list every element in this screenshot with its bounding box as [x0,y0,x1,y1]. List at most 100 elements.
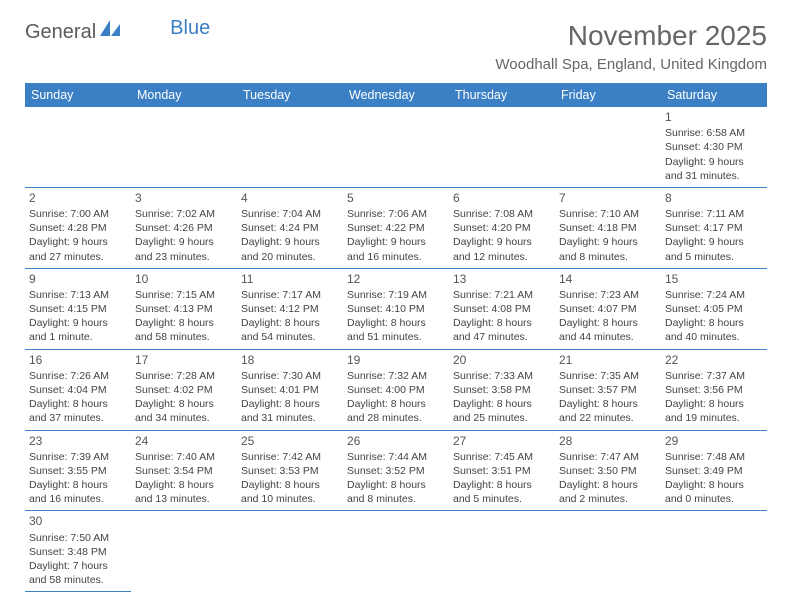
sunrise-text: Sunrise: 7:37 AM [665,369,763,383]
sunrise-text: Sunrise: 7:39 AM [29,450,127,464]
sunrise-text: Sunrise: 7:26 AM [29,369,127,383]
dl-text: Daylight: 9 hours and 16 minutes. [347,235,445,263]
calendar-cell [661,511,767,592]
sunrise-text: Sunrise: 7:47 AM [559,450,657,464]
sunset-text: Sunset: 3:55 PM [29,464,127,478]
dl-text: Daylight: 9 hours and 5 minutes. [665,235,763,263]
day-number: 27 [453,433,551,449]
calendar-cell: 24Sunrise: 7:40 AMSunset: 3:54 PMDayligh… [131,430,237,511]
sunrise-text: Sunrise: 7:23 AM [559,288,657,302]
calendar-cell: 1Sunrise: 6:58 AMSunset: 4:30 PMDaylight… [661,107,767,187]
sunset-text: Sunset: 4:20 PM [453,221,551,235]
calendar-cell [237,107,343,187]
dl-text: Daylight: 8 hours and 25 minutes. [453,397,551,425]
dl-text: Daylight: 8 hours and 22 minutes. [559,397,657,425]
calendar-cell: 19Sunrise: 7:32 AMSunset: 4:00 PMDayligh… [343,349,449,430]
sunset-text: Sunset: 4:17 PM [665,221,763,235]
dl-text: Daylight: 8 hours and 37 minutes. [29,397,127,425]
sunrise-text: Sunrise: 7:15 AM [135,288,233,302]
calendar-cell: 13Sunrise: 7:21 AMSunset: 4:08 PMDayligh… [449,268,555,349]
day-number: 11 [241,271,339,287]
dl-text: Daylight: 9 hours and 23 minutes. [135,235,233,263]
calendar-cell: 25Sunrise: 7:42 AMSunset: 3:53 PMDayligh… [237,430,343,511]
dl-text: Daylight: 8 hours and 51 minutes. [347,316,445,344]
calendar-cell: 3Sunrise: 7:02 AMSunset: 4:26 PMDaylight… [131,187,237,268]
day-number: 17 [135,352,233,368]
day-number: 30 [29,513,127,529]
day-number: 18 [241,352,339,368]
sunset-text: Sunset: 3:52 PM [347,464,445,478]
calendar-cell [237,511,343,592]
day-number: 22 [665,352,763,368]
sunset-text: Sunset: 4:15 PM [29,302,127,316]
calendar-cell: 14Sunrise: 7:23 AMSunset: 4:07 PMDayligh… [555,268,661,349]
dl-text: Daylight: 8 hours and 0 minutes. [665,478,763,506]
calendar-cell: 8Sunrise: 7:11 AMSunset: 4:17 PMDaylight… [661,187,767,268]
sunrise-text: Sunrise: 7:10 AM [559,207,657,221]
day-number: 7 [559,190,657,206]
calendar-cell: 4Sunrise: 7:04 AMSunset: 4:24 PMDaylight… [237,187,343,268]
weekday-header: Tuesday [237,83,343,107]
calendar-body: 1Sunrise: 6:58 AMSunset: 4:30 PMDaylight… [25,107,767,592]
sunset-text: Sunset: 4:01 PM [241,383,339,397]
sunset-text: Sunset: 4:26 PM [135,221,233,235]
sunrise-text: Sunrise: 7:33 AM [453,369,551,383]
calendar-cell: 27Sunrise: 7:45 AMSunset: 3:51 PMDayligh… [449,430,555,511]
day-number: 9 [29,271,127,287]
calendar-cell: 5Sunrise: 7:06 AMSunset: 4:22 PMDaylight… [343,187,449,268]
calendar-cell: 7Sunrise: 7:10 AMSunset: 4:18 PMDaylight… [555,187,661,268]
day-number: 12 [347,271,445,287]
dl-text: Daylight: 9 hours and 20 minutes. [241,235,339,263]
calendar-cell: 16Sunrise: 7:26 AMSunset: 4:04 PMDayligh… [25,349,131,430]
sunrise-text: Sunrise: 7:42 AM [241,450,339,464]
day-number: 10 [135,271,233,287]
dl-text: Daylight: 8 hours and 31 minutes. [241,397,339,425]
sunrise-text: Sunrise: 7:28 AM [135,369,233,383]
dl-text: Daylight: 8 hours and 47 minutes. [453,316,551,344]
calendar-cell [343,107,449,187]
sunrise-text: Sunrise: 7:00 AM [29,207,127,221]
sunrise-text: Sunrise: 7:21 AM [453,288,551,302]
sunset-text: Sunset: 4:28 PM [29,221,127,235]
sunset-text: Sunset: 4:08 PM [453,302,551,316]
dl-text: Daylight: 9 hours and 1 minute. [29,316,127,344]
dl-text: Daylight: 8 hours and 13 minutes. [135,478,233,506]
day-number: 3 [135,190,233,206]
dl-text: Daylight: 8 hours and 40 minutes. [665,316,763,344]
sunrise-text: Sunrise: 7:19 AM [347,288,445,302]
day-number: 1 [665,109,763,125]
calendar-cell: 15Sunrise: 7:24 AMSunset: 4:05 PMDayligh… [661,268,767,349]
sunrise-text: Sunrise: 7:11 AM [665,207,763,221]
sunrise-text: Sunrise: 7:24 AM [665,288,763,302]
sunset-text: Sunset: 4:13 PM [135,302,233,316]
sunrise-text: Sunrise: 7:35 AM [559,369,657,383]
dl-text: Daylight: 8 hours and 5 minutes. [453,478,551,506]
sunrise-text: Sunrise: 7:45 AM [453,450,551,464]
calendar-cell: 9Sunrise: 7:13 AMSunset: 4:15 PMDaylight… [25,268,131,349]
calendar-row: 23Sunrise: 7:39 AMSunset: 3:55 PMDayligh… [25,430,767,511]
calendar-cell: 11Sunrise: 7:17 AMSunset: 4:12 PMDayligh… [237,268,343,349]
dl-text: Daylight: 8 hours and 34 minutes. [135,397,233,425]
calendar-cell: 21Sunrise: 7:35 AMSunset: 3:57 PMDayligh… [555,349,661,430]
dl-text: Daylight: 8 hours and 16 minutes. [29,478,127,506]
day-number: 24 [135,433,233,449]
logo-text-general: General [25,21,96,44]
sunset-text: Sunset: 3:51 PM [453,464,551,478]
dl-text: Daylight: 9 hours and 12 minutes. [453,235,551,263]
title-block: November 2025 Woodhall Spa, England, Uni… [495,20,767,73]
logo: General Blue [25,20,210,44]
calendar-cell [131,511,237,592]
dl-text: Daylight: 8 hours and 54 minutes. [241,316,339,344]
calendar-row: 9Sunrise: 7:13 AMSunset: 4:15 PMDaylight… [25,268,767,349]
calendar-cell: 22Sunrise: 7:37 AMSunset: 3:56 PMDayligh… [661,349,767,430]
weekday-header: Monday [131,83,237,107]
day-number: 19 [347,352,445,368]
day-number: 8 [665,190,763,206]
calendar-cell: 23Sunrise: 7:39 AMSunset: 3:55 PMDayligh… [25,430,131,511]
day-number: 5 [347,190,445,206]
calendar-cell: 29Sunrise: 7:48 AMSunset: 3:49 PMDayligh… [661,430,767,511]
sunset-text: Sunset: 4:12 PM [241,302,339,316]
weekday-header-row: Sunday Monday Tuesday Wednesday Thursday… [25,83,767,107]
sunset-text: Sunset: 4:07 PM [559,302,657,316]
sunset-text: Sunset: 3:58 PM [453,383,551,397]
